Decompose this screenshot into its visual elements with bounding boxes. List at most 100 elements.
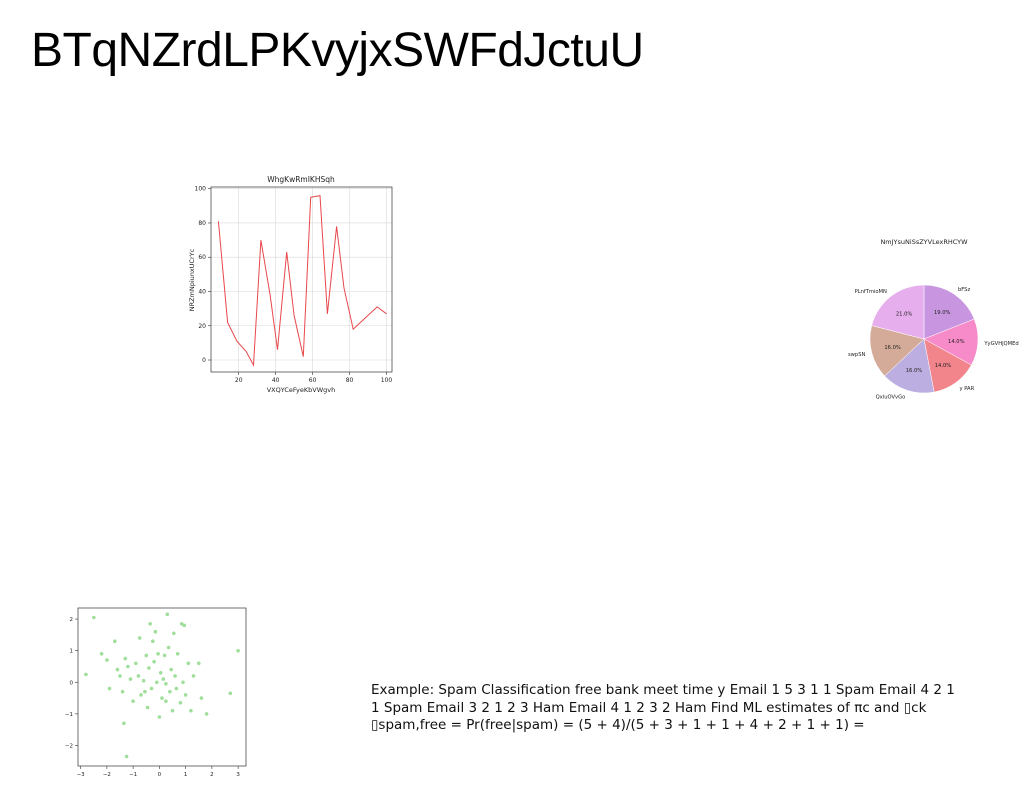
scatter-point-22	[149, 686, 154, 691]
scatter-point-42	[178, 701, 183, 705]
pie-category-label-0: bFSz	[958, 287, 970, 293]
scatter-point-44	[181, 680, 185, 685]
scatter-point-33	[165, 612, 170, 617]
line-chart-title: WhgKwRmIKHSqh	[267, 175, 335, 184]
line-chart-axes-frame	[210, 186, 393, 373]
scatter-point-19	[145, 705, 150, 710]
pie-slice-4	[869, 325, 925, 377]
scatter-ytick-label-4: 2	[70, 617, 74, 623]
scatter-point-39	[173, 674, 177, 678]
scatter-point-15	[137, 636, 142, 640]
scatter-ytick-label-3: 1	[70, 649, 74, 655]
scatter-point-8	[122, 721, 126, 726]
scatter-point-12	[131, 699, 135, 703]
scatter-xtick-label-6: 3	[236, 772, 240, 778]
scatter-point-0	[92, 615, 96, 620]
line-chart-xtick-label-2: 60	[309, 377, 317, 384]
scatter-xtick-label-0: −3	[77, 772, 86, 778]
pie-value-label-5: 21.0%	[896, 311, 913, 317]
scatter-point-10	[126, 664, 130, 669]
scatter-point-24	[152, 659, 156, 664]
scatter-point-50	[199, 696, 204, 700]
scatter-point-25	[155, 680, 159, 685]
scatter-point-2	[105, 658, 109, 662]
pie-chart: NmJYsuNiSsZYVLexRHCYW 19.0% bFSz 14.0% YyGV…	[848, 238, 1019, 401]
scatter-point-29	[160, 696, 164, 700]
scatter-point-28	[158, 671, 163, 675]
scatter-point-40	[174, 686, 179, 691]
scatter-point-43	[179, 622, 184, 626]
scatter-point-18	[144, 653, 149, 658]
scatter-chart: −3 −2 −1 0 1 2 3 −2 −1 0 1 2	[65, 607, 247, 778]
scatter-point-17	[141, 678, 146, 683]
scatter-point-56	[153, 629, 158, 634]
scatter-point-49	[197, 661, 201, 666]
line-chart-xtick-label-3: 80	[346, 377, 354, 384]
scatter-point-6	[118, 674, 122, 678]
scatter-ytick-label-2: 0	[70, 680, 74, 686]
pie-value-label-0: 19.0%	[934, 310, 951, 316]
scatter-point-34	[166, 645, 171, 650]
scatter-point-23	[151, 639, 155, 643]
pie-chart-title: NmJYsuNiSsZYVLexRHCYW	[880, 238, 968, 246]
scatter-point-35	[168, 689, 172, 694]
scatter-point-20	[147, 666, 151, 670]
scatter-point-27	[157, 715, 162, 719]
scatter-point-55	[124, 754, 129, 759]
scatter-point-30	[161, 677, 166, 681]
scatter-point-59	[164, 682, 168, 686]
scatter-point-47	[189, 708, 193, 713]
scatter-axes-frame	[77, 607, 247, 767]
scatter-point-16	[139, 693, 143, 697]
scatter-point-9	[123, 656, 128, 661]
scatter-xtick-label-2: −1	[129, 772, 137, 778]
scatter-point-4	[113, 639, 117, 643]
scatter-point-53	[236, 648, 240, 653]
pie-category-label-4: swpSN	[848, 352, 866, 358]
pie-slice-0	[923, 284, 975, 340]
line-chart-ytick-label-3: 60	[198, 254, 206, 261]
scatter-xtick-label-3: 0	[158, 772, 162, 778]
scatter-point-52	[228, 691, 233, 696]
pie-category-label-2: y PAR	[960, 386, 975, 392]
line-chart-ytick-label-1: 20	[198, 323, 206, 330]
scatter-point-7	[120, 689, 125, 694]
pie-value-label-2: 14.0%	[935, 363, 952, 369]
pie-category-label-5: PLnfTmioMN	[855, 289, 887, 295]
scatter-point-45	[183, 693, 188, 697]
scatter-point-37	[170, 708, 175, 713]
scatter-point-5	[115, 667, 120, 672]
scatter-point-21	[148, 622, 152, 626]
pie-value-label-3: 16.0%	[906, 368, 923, 374]
spam-classification-note: Example: Spam Classification free bank m…	[371, 682, 955, 733]
scatter-point-38	[172, 631, 176, 636]
scatter-xtick-label-5: 2	[210, 772, 214, 778]
pie-category-label-3: QxluOVvGo	[876, 395, 906, 401]
scatter-ytick-label-1: −1	[65, 712, 73, 718]
line-chart-ytick-label-2: 40	[198, 288, 206, 295]
pie-value-label-1: 14.0%	[948, 339, 965, 345]
scatter-point-1	[99, 652, 104, 656]
line-chart-xtick-label-1: 40	[272, 377, 280, 384]
line-chart-series-0	[217, 195, 387, 367]
scatter-xtick-label-1: −2	[103, 772, 111, 778]
scatter-point-14	[136, 674, 141, 678]
scatter-point-31	[162, 653, 167, 658]
scatter-ytick-label-0: −2	[65, 743, 73, 749]
line-chart-ytick-label-4: 80	[198, 220, 206, 227]
scatter-point-48	[191, 674, 196, 678]
scatter-point-41	[175, 652, 180, 656]
scatter-point-54	[84, 672, 88, 677]
scatter-point-36	[169, 667, 173, 672]
scatter-point-11	[128, 677, 133, 681]
pie-category-label-1: YyGVHjQMEd	[983, 341, 1018, 347]
line-chart-ylabel: NRZmNpiunxUCrYc	[188, 248, 196, 311]
pie-slice-5	[871, 284, 925, 340]
line-chart: WhgKwRmIKHSqh 20 40 60 80 100 0 20 40 60 80 100 VX…	[188, 175, 393, 394]
pie-slice-3	[884, 338, 935, 394]
line-chart-ytick-label-0: 0	[202, 357, 206, 364]
scatter-point-57	[182, 623, 187, 628]
scatter-point-32	[164, 699, 168, 703]
scatter-point-13	[134, 661, 138, 666]
scatter-point-51	[204, 712, 209, 716]
